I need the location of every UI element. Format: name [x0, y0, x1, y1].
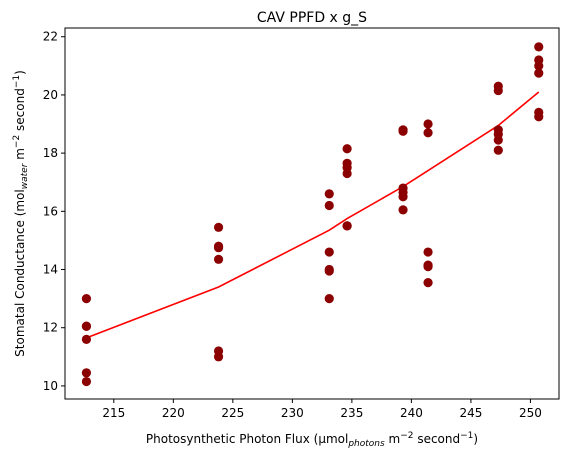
scatter-point-37 [493, 85, 503, 96]
scatter-point-16 [324, 266, 334, 276]
y-tick-label-18: 18 [43, 146, 58, 160]
scatter-point-25 [398, 126, 408, 136]
scatter-point-41 [493, 145, 503, 155]
scatter-point-31 [423, 128, 433, 138]
x-tick-label-245: 245 [459, 406, 482, 420]
scatter-point-42 [534, 42, 544, 52]
y-axis-ticks: 10 12 14 16 18 20 22 [43, 30, 65, 393]
y-tick-label-16: 16 [43, 204, 58, 218]
scatter-point-17 [324, 294, 334, 304]
scatter-point-44 [534, 61, 544, 71]
chart-title: CAV PPFD x g_S [257, 10, 367, 26]
x-tick-label-250: 250 [519, 406, 542, 420]
scatter-point-9 [213, 254, 224, 264]
scatter-point-2 [81, 321, 92, 331]
plot-frame [64, 27, 560, 400]
fit-line [86, 91, 540, 339]
scatter-point-23 [342, 221, 352, 231]
x-tick-label-235: 235 [340, 406, 363, 420]
scatter-point-4 [81, 368, 92, 378]
scatter-point-35 [423, 278, 433, 288]
fit-line-layer [86, 91, 540, 339]
x-tick-label-225: 225 [221, 406, 244, 420]
scatter-point-13 [324, 200, 334, 211]
x-tick-label-220: 220 [162, 406, 185, 420]
y-tick-label-20: 20 [43, 88, 58, 102]
scatter-point-34 [423, 262, 433, 272]
x-tick-label-240: 240 [400, 406, 423, 420]
scatter-point-3 [81, 334, 92, 344]
scatter-point-11 [213, 352, 224, 362]
scatter-points-layer [81, 42, 544, 387]
scatter-point-0 [81, 294, 92, 304]
scatter-point-32 [423, 247, 433, 257]
x-tick-label-215: 215 [102, 406, 125, 420]
scatter-point-18 [342, 144, 352, 154]
scatter-point-30 [423, 119, 433, 129]
scatter-point-14 [324, 247, 334, 257]
scatter-point-28 [398, 192, 408, 202]
y-tick-label-14: 14 [43, 263, 58, 277]
x-axis-ticks: 215 220 225 230 235 240 245 250 [102, 399, 542, 420]
scatter-point-5 [81, 376, 92, 387]
y-tick-label-22: 22 [43, 30, 58, 44]
scatter-point-29 [398, 205, 408, 215]
scatter-point-47 [534, 112, 544, 122]
x-tick-label-230: 230 [281, 406, 304, 420]
plot-area [65, 28, 559, 399]
scatter-point-21 [342, 168, 352, 179]
scatter-point-40 [493, 135, 503, 145]
scatter-point-45 [534, 68, 544, 78]
y-axis-label: Stomatal Conductance (molwater m−2 secon… [12, 70, 30, 357]
x-axis-label: Photosynthetic Photon Flux (μmolphotons … [146, 431, 478, 449]
y-tick-label-12: 12 [43, 321, 58, 335]
scatter-point-12 [324, 189, 334, 199]
scatter-point-6 [213, 222, 224, 232]
scatter-point-8 [213, 243, 224, 253]
y-tick-label-10: 10 [43, 379, 58, 393]
